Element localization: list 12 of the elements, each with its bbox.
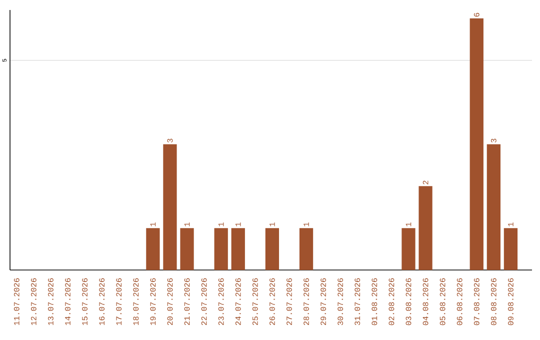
bar (504, 228, 518, 270)
bar (214, 228, 228, 270)
bar (265, 228, 280, 270)
bar (418, 186, 432, 270)
bar (299, 228, 314, 270)
bar (486, 144, 500, 270)
bar (470, 18, 484, 270)
bar (402, 228, 416, 270)
bar (146, 228, 160, 270)
bar (231, 228, 245, 270)
bar (180, 228, 194, 270)
bar (163, 144, 177, 270)
